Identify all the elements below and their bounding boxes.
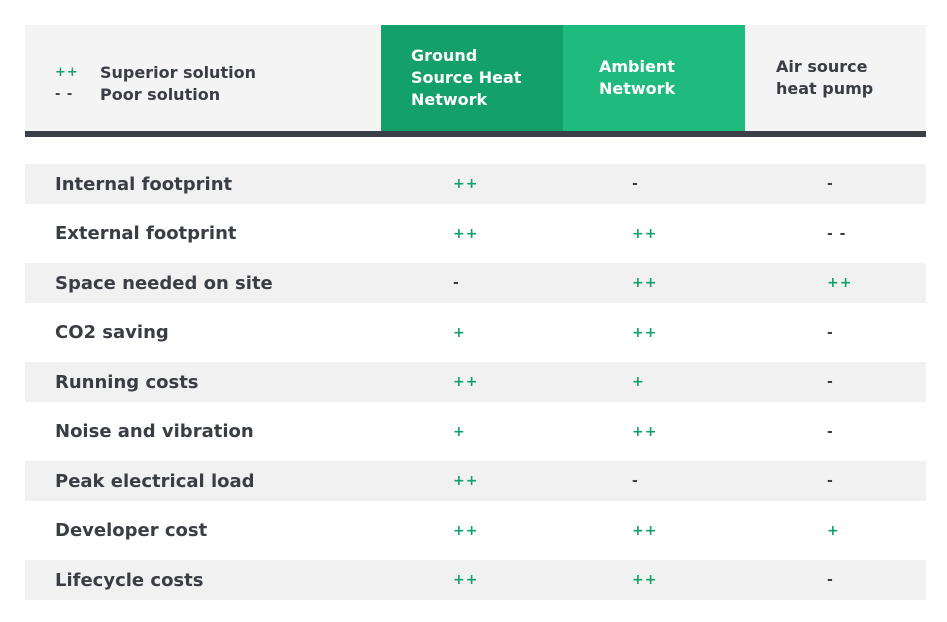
- rating-cell: ++: [632, 324, 658, 341]
- column-header-line: Air source: [776, 57, 868, 76]
- table-header: ++ Superior solution - - Poor solution G…: [25, 25, 926, 131]
- rating-cell: ++: [632, 275, 658, 291]
- column-header-line: Ground: [411, 46, 478, 65]
- legend-label: Superior solution: [100, 62, 256, 82]
- rating-cell: +: [453, 324, 466, 341]
- table-row: Running costs ++ + -: [25, 362, 926, 402]
- table-row: Internal footprint ++ - -: [25, 164, 926, 204]
- column-header-line: Network: [411, 90, 488, 109]
- legend-item-superior: ++ Superior solution: [55, 61, 256, 83]
- column-header-line: Source Heat: [411, 68, 522, 87]
- row-label: Running costs: [55, 371, 199, 393]
- table-row: Developer cost ++ ++ +: [25, 511, 926, 551]
- legend-item-poor: - - Poor solution: [55, 83, 256, 105]
- table-row: Noise and vibration + ++ -: [25, 412, 926, 452]
- table-row: Peak electrical load ++ - -: [25, 461, 926, 501]
- rating-cell: ++: [453, 522, 479, 539]
- column-header-line: Network: [599, 79, 676, 98]
- row-label: Internal footprint: [55, 173, 233, 195]
- rating-cell: ++: [632, 423, 658, 440]
- row-label: CO2 saving: [55, 322, 169, 343]
- rating-cell: +: [453, 423, 466, 440]
- row-label: Developer cost: [55, 520, 208, 541]
- rating-cell: -: [632, 473, 639, 489]
- row-label: Peak electrical load: [55, 470, 255, 492]
- column-header-line: Ambient: [599, 57, 675, 76]
- rating-cell: -: [827, 374, 834, 390]
- column-header-ground-source: Ground Source Heat Network: [381, 25, 563, 131]
- row-label: Lifecycle costs: [55, 569, 204, 591]
- rating-cell: -: [827, 572, 834, 588]
- row-label: Noise and vibration: [55, 421, 254, 442]
- row-label: External footprint: [55, 223, 237, 244]
- rating-cell: ++: [453, 225, 479, 242]
- rating-cell: ++: [632, 225, 658, 242]
- rating-cell: ++: [632, 572, 658, 588]
- table-row: CO2 saving + ++ -: [25, 313, 926, 353]
- legend-symbol: - -: [55, 86, 74, 102]
- rating-cell: +: [632, 374, 645, 390]
- rating-cell: -: [632, 176, 639, 192]
- rating-cell: ++: [453, 176, 479, 192]
- rating-cell: -: [827, 176, 834, 192]
- rating-cell: -: [827, 473, 834, 489]
- column-header-air-source: Air source heat pump: [745, 25, 926, 131]
- legend-label: Poor solution: [100, 84, 221, 104]
- row-label: Space needed on site: [55, 272, 273, 294]
- rating-cell: -: [453, 275, 460, 291]
- table-body: Internal footprint ++ - - External footprint…: [25, 164, 926, 600]
- legend: ++ Superior solution - - Poor solution: [55, 61, 256, 105]
- rating-cell: ++: [632, 522, 658, 539]
- rating-cell: ++: [453, 572, 479, 588]
- legend-symbol: ++: [55, 64, 79, 80]
- column-header-ambient: Ambient Network: [563, 25, 745, 131]
- rating-cell: -: [827, 423, 834, 440]
- rating-cell: ++: [453, 374, 479, 390]
- comparison-table: ++ Superior solution - - Poor solution G…: [25, 25, 926, 600]
- rating-cell: - -: [827, 225, 847, 242]
- column-header-line: heat pump: [776, 79, 874, 98]
- header-divider: [25, 131, 926, 137]
- table-row: Lifecycle costs ++ ++ -: [25, 560, 926, 600]
- table-row: External footprint ++ ++ - -: [25, 214, 926, 254]
- table-row: Space needed on site - ++ ++: [25, 263, 926, 303]
- rating-cell: ++: [827, 275, 853, 291]
- rating-cell: +: [827, 522, 840, 539]
- rating-cell: ++: [453, 473, 479, 489]
- rating-cell: -: [827, 324, 834, 341]
